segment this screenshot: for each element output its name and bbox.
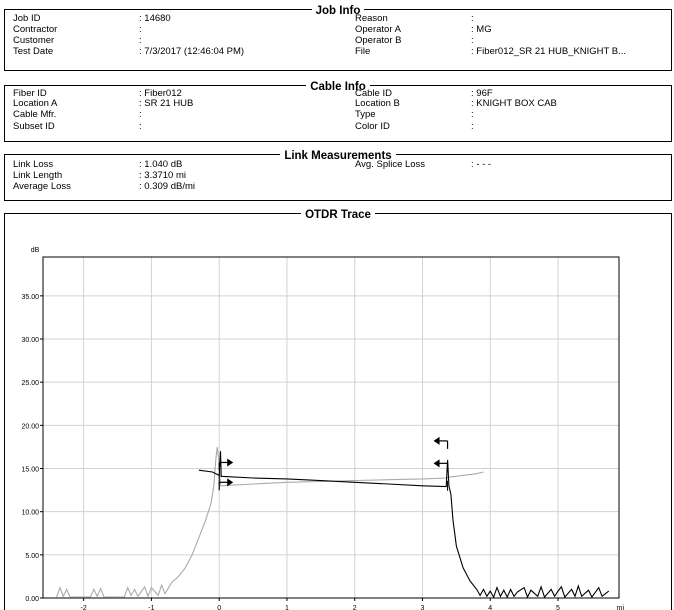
x-tick-label: 5 xyxy=(556,605,560,610)
trace-line xyxy=(198,451,610,599)
color-id-value xyxy=(471,122,474,132)
y-tick-label: 15.00 xyxy=(21,467,39,474)
reason-value xyxy=(471,14,474,24)
marker-arrow-head xyxy=(227,478,234,487)
reason-label: Reason xyxy=(355,13,388,24)
cable-mfr-value xyxy=(139,110,142,120)
job-id-label: Job ID xyxy=(13,13,41,24)
job-info-section: Job Info Job ID 14680 Contractor Custome… xyxy=(4,5,672,71)
cable-info-section: Cable Info Fiber ID Fiber012 Location A … xyxy=(4,81,672,142)
fiber-id-label: Fiber ID xyxy=(13,88,47,99)
operator-b-label: Operator B xyxy=(355,35,402,46)
link-length-label: Link Length xyxy=(13,170,63,181)
operator-a-label: Operator A xyxy=(355,24,401,35)
cable-id-value: 96F xyxy=(471,89,492,99)
cable-id-label: Cable ID xyxy=(355,88,392,99)
x-tick-label: 4 xyxy=(488,605,492,610)
x-tick-label: 2 xyxy=(353,605,357,610)
x-tick-label: 3 xyxy=(421,605,425,610)
job-id-value: 14680 xyxy=(139,14,170,24)
cable-mfr-label: Cable Mfr. xyxy=(13,109,57,120)
y-tick-label: 35.00 xyxy=(21,294,39,301)
link-measurements-title: Link Measurements xyxy=(5,146,671,162)
location-b-value: KNIGHT BOX CAB xyxy=(471,99,557,109)
marker-arrow-head xyxy=(433,459,440,468)
link-measurements-section: Link Measurements Link Loss 1.040 dB Lin… xyxy=(4,150,672,201)
otdr-trace-section: OTDR Trace 0.00 5.00 10.00 15.00 20.00 25.00 3… xyxy=(4,209,672,610)
operator-b-value xyxy=(471,36,474,46)
link-loss-value: 1.040 dB xyxy=(139,160,182,170)
avg-splice-loss-label: Avg. Splice Loss xyxy=(355,159,426,170)
otdr-trace-chart: 0.00 5.00 10.00 15.00 20.00 25.00 30.00 35.00 -2… xyxy=(21,247,625,610)
location-a-label: Location A xyxy=(13,98,58,109)
link-length-value: 3.3710 mi xyxy=(139,171,186,181)
test-date-value: 7/3/2017 (12:46:04 PM) xyxy=(139,47,244,57)
color-id-label: Color ID xyxy=(355,121,390,132)
contractor-value xyxy=(139,25,142,35)
x-tick-label: -2 xyxy=(81,605,87,610)
operator-a-value: MG xyxy=(471,25,491,35)
location-a-value: SR 21 HUB xyxy=(139,99,193,109)
cable-info-title: Cable Info xyxy=(5,77,671,93)
x-tick-label: 0 xyxy=(217,605,221,610)
avg-splice-loss-value: - - - xyxy=(471,160,491,170)
customer-label: Customer xyxy=(13,35,55,46)
contractor-label: Contractor xyxy=(13,24,58,35)
file-value: Fiber012_SR 21 HUB_KNIGHT B... xyxy=(471,47,626,57)
subset-id-label: Subset ID xyxy=(13,121,55,132)
link-loss-label: Link Loss xyxy=(13,159,54,170)
x-tick-label: -1 xyxy=(148,605,154,610)
y-tick-label: 25.00 xyxy=(21,380,39,387)
customer-value xyxy=(139,36,142,46)
location-b-label: Location B xyxy=(355,98,400,109)
marker-arrow-head xyxy=(227,458,234,467)
y-tick-label: 20.00 xyxy=(21,423,39,430)
y-tick-label: 0.00 xyxy=(25,596,39,603)
otdr-trace-title: OTDR Trace xyxy=(5,205,671,221)
average-loss-label: Average Loss xyxy=(13,181,71,192)
y-tick-label: 30.00 xyxy=(21,337,39,344)
y-tick-label: 5.00 xyxy=(25,553,39,560)
x-axis-label: mi xyxy=(617,605,625,610)
subset-id-value xyxy=(139,122,142,132)
y-tick-label: 10.00 xyxy=(21,510,39,517)
file-label: File xyxy=(355,46,371,57)
type-label: Type xyxy=(355,109,376,120)
test-date-label: Test Date xyxy=(13,46,54,57)
job-info-title: Job Info xyxy=(5,1,671,17)
type-value xyxy=(471,110,474,120)
marker-arrow-head xyxy=(433,436,440,445)
x-tick-label: 1 xyxy=(285,605,289,610)
fiber-id-value: Fiber012 xyxy=(139,89,182,99)
trace-line xyxy=(56,446,484,598)
y-axis-label: dB xyxy=(31,247,40,254)
average-loss-value: 0.309 dB/mi xyxy=(139,182,195,192)
plot-frame xyxy=(42,256,620,599)
